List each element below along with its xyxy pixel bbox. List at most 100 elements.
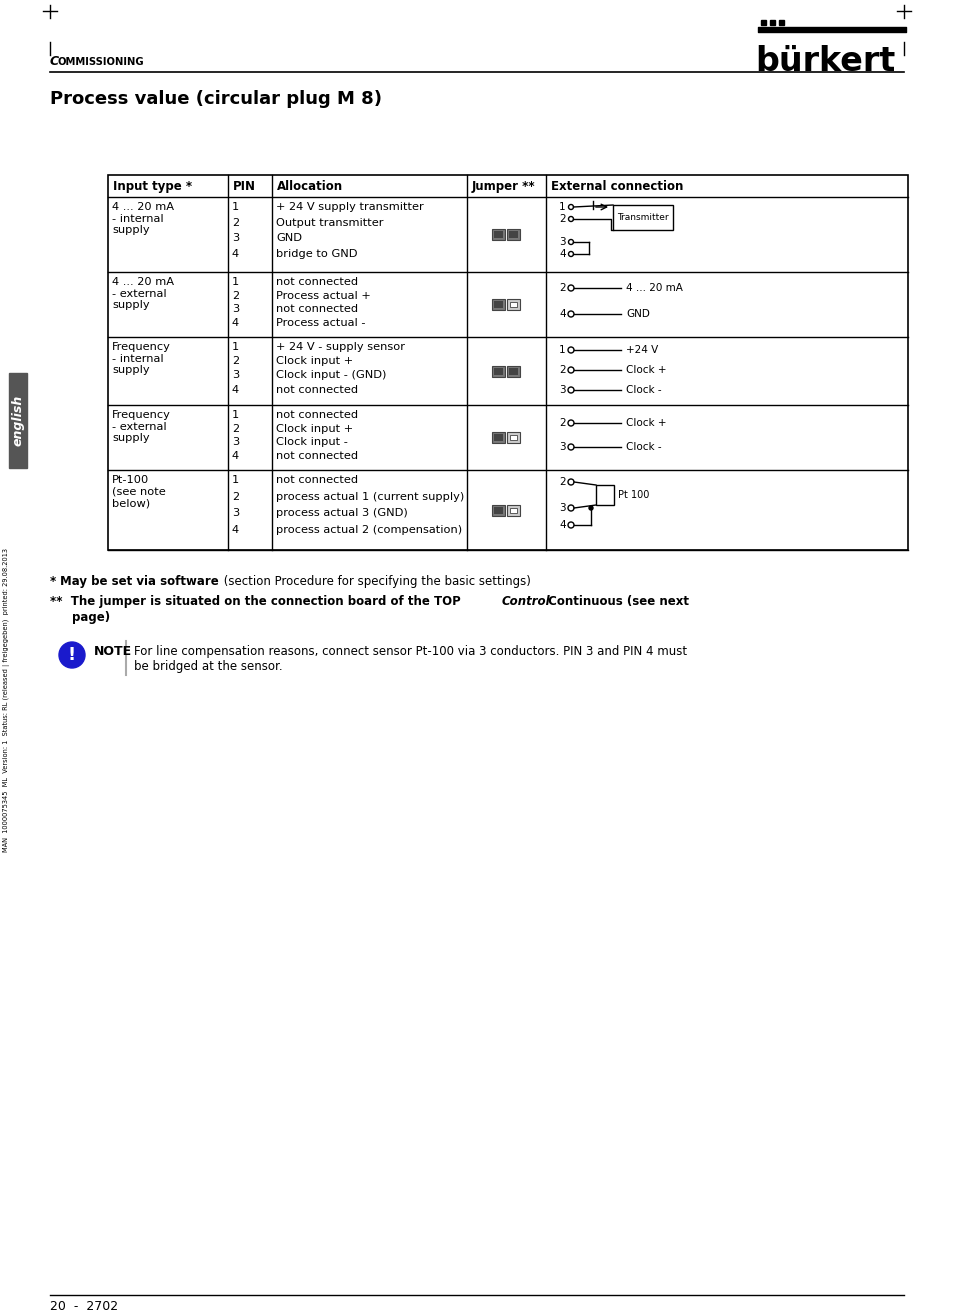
Text: Clock input +: Clock input + <box>275 423 353 434</box>
Circle shape <box>588 506 593 510</box>
Bar <box>613 205 672 230</box>
Text: + 24 V - supply sensor: + 24 V - supply sensor <box>275 342 405 352</box>
Text: not connected: not connected <box>275 384 357 394</box>
Text: 4: 4 <box>232 525 239 535</box>
Text: PIN: PIN <box>233 180 255 193</box>
Text: 4: 4 <box>232 451 239 460</box>
Text: Clock -: Clock - <box>625 385 661 394</box>
Bar <box>507 366 520 376</box>
Text: 2: 2 <box>558 418 565 427</box>
Bar <box>492 299 505 310</box>
Text: 2: 2 <box>232 356 239 366</box>
Text: 1: 1 <box>232 410 239 419</box>
Text: 2: 2 <box>558 214 565 224</box>
Text: 1: 1 <box>232 342 239 352</box>
Text: External connection: External connection <box>551 180 682 193</box>
Bar <box>779 20 783 25</box>
Text: Process actual +: Process actual + <box>275 291 371 301</box>
Text: not connected: not connected <box>275 304 357 314</box>
Text: OMMISSIONING: OMMISSIONING <box>58 57 145 67</box>
Text: english: english <box>11 394 25 446</box>
Text: process actual 2 (compensation): process actual 2 (compensation) <box>275 525 461 535</box>
Bar <box>494 231 503 238</box>
Text: bürkert: bürkert <box>754 45 894 78</box>
Text: 1: 1 <box>232 475 239 485</box>
Text: Allocation: Allocation <box>276 180 343 193</box>
Text: 1: 1 <box>558 345 565 355</box>
Text: 4: 4 <box>558 309 565 320</box>
Text: 2: 2 <box>232 291 239 301</box>
Text: GND: GND <box>275 233 302 243</box>
Bar <box>494 301 503 308</box>
Text: Clock input +: Clock input + <box>275 356 353 366</box>
Text: Clock input - (GND): Clock input - (GND) <box>275 371 386 380</box>
Text: not connected: not connected <box>275 451 357 460</box>
Text: !: ! <box>68 646 76 664</box>
Text: Continuous (see next: Continuous (see next <box>543 594 688 608</box>
Text: not connected: not connected <box>275 277 357 287</box>
Text: 1: 1 <box>232 203 239 212</box>
Text: Clock input -: Clock input - <box>275 437 348 447</box>
Text: 3: 3 <box>232 304 239 314</box>
Bar <box>769 20 774 25</box>
Bar <box>509 367 518 375</box>
Bar <box>494 434 503 441</box>
Text: 20  -  2702: 20 - 2702 <box>50 1301 118 1312</box>
Bar <box>510 435 517 441</box>
Bar <box>510 508 517 513</box>
Bar <box>509 231 518 238</box>
Text: 3: 3 <box>558 442 565 452</box>
Text: Process value (circular plug M 8): Process value (circular plug M 8) <box>50 89 381 108</box>
Text: 4: 4 <box>232 384 239 394</box>
Bar <box>596 485 614 505</box>
Bar <box>494 367 503 375</box>
Bar <box>492 366 505 376</box>
Text: not connected: not connected <box>275 410 357 419</box>
Text: page): page) <box>71 611 110 625</box>
Bar <box>9 372 27 468</box>
Text: 2: 2 <box>558 477 565 487</box>
Text: 2: 2 <box>232 492 239 501</box>
Bar <box>510 302 517 306</box>
Text: 3: 3 <box>558 504 565 513</box>
Text: Frequency
- internal
supply: Frequency - internal supply <box>112 342 171 375</box>
Text: 3: 3 <box>232 509 239 518</box>
Bar <box>507 505 520 515</box>
Text: +24 V: +24 V <box>625 345 658 355</box>
Text: 4: 4 <box>558 519 565 530</box>
Bar <box>760 20 765 25</box>
Text: GND: GND <box>625 309 649 320</box>
Bar <box>492 505 505 515</box>
Text: Pt-100
(see note
below): Pt-100 (see note below) <box>112 475 166 508</box>
Text: 4 ... 20 mA
- internal
supply: 4 ... 20 mA - internal supply <box>112 203 173 235</box>
Text: C: C <box>50 55 59 68</box>
Bar <box>507 433 520 443</box>
Text: Clock -: Clock - <box>625 442 661 452</box>
Text: 3: 3 <box>558 237 565 247</box>
Text: *: * <box>50 575 60 588</box>
Text: + 24 V supply transmitter: + 24 V supply transmitter <box>275 203 423 212</box>
Text: 4: 4 <box>232 249 239 259</box>
Text: 4: 4 <box>558 249 565 259</box>
Text: 3: 3 <box>232 371 239 380</box>
Bar <box>108 175 907 550</box>
Text: MAN  1000075345  ML  Version: 1  Status: RL (released | freigegeben)  printed: 2: MAN 1000075345 ML Version: 1 Status: RL … <box>4 548 10 852</box>
Text: 1: 1 <box>232 277 239 287</box>
Text: 3: 3 <box>558 385 565 394</box>
Text: Pt 100: Pt 100 <box>618 490 649 500</box>
Bar <box>494 506 503 513</box>
Text: 4 ... 20 mA: 4 ... 20 mA <box>625 283 682 293</box>
Text: 2: 2 <box>558 366 565 375</box>
Text: Transmitter: Transmitter <box>617 213 668 222</box>
Text: 3: 3 <box>232 437 239 447</box>
Bar <box>492 433 505 443</box>
Text: Control: Control <box>501 594 550 608</box>
Text: (section Procedure for specifying the basic settings): (section Procedure for specifying the ba… <box>220 575 530 588</box>
Text: process actual 1 (current supply): process actual 1 (current supply) <box>275 492 464 501</box>
Text: Process actual -: Process actual - <box>275 318 365 327</box>
Text: process actual 3 (GND): process actual 3 (GND) <box>275 509 407 518</box>
Text: 2: 2 <box>558 283 565 293</box>
Text: 3: 3 <box>232 233 239 243</box>
Text: 2: 2 <box>232 423 239 434</box>
Text: 1: 1 <box>558 203 565 212</box>
